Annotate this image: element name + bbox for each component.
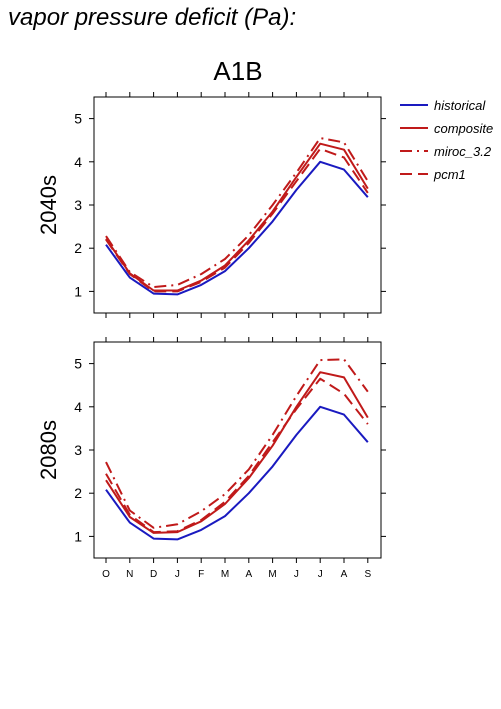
legend-item-historical: historical: [400, 98, 486, 113]
y-tick-label: 1: [74, 283, 82, 299]
x-tick-label: D: [150, 569, 157, 580]
x-tick-label: J: [175, 569, 180, 580]
y-tick-label: 1: [74, 528, 82, 544]
x-tick-label: A: [341, 569, 348, 580]
series-line-pcm1: [105, 377, 369, 534]
x-tick-label: M: [268, 569, 276, 580]
x-tick-label: N: [126, 569, 133, 580]
plot-frame: [93, 341, 382, 559]
y-tick-label: 4: [74, 399, 82, 415]
chart-panel-2080s: 1 2 3 4 5 O N D J F M A M J J A S 2080s: [36, 337, 386, 580]
legend-item-composite: composite: [400, 121, 493, 136]
y-tick-label: 3: [74, 197, 82, 213]
series-line-composite: [105, 142, 369, 292]
legend-label: historical: [434, 98, 486, 113]
y-tick-label: 5: [74, 111, 82, 127]
legend: historical composite miroc_3.2 pcm1: [400, 98, 493, 182]
x-tick-label: F: [198, 569, 204, 580]
scenario-title: A1B: [213, 56, 262, 86]
x-tick-label: S: [364, 569, 371, 580]
series-line-miroc_3.2: [105, 137, 369, 289]
x-tick-label: O: [102, 569, 110, 580]
chart-panel-2040s: 1 2 3 4 5 2040s: [36, 92, 386, 318]
x-tick-label: A: [245, 569, 252, 580]
series-line-historical: [105, 405, 369, 541]
panel-label: 2040s: [36, 175, 61, 235]
y-tick-label: 3: [74, 442, 82, 458]
x-tick-label: M: [221, 569, 229, 580]
y-tick-label: 4: [74, 154, 82, 170]
y-tick-label: 2: [74, 485, 82, 501]
y-tick-label: 2: [74, 240, 82, 256]
legend-item-pcm1: pcm1: [400, 167, 466, 182]
plot-frame: [93, 96, 382, 314]
series-line-historical: [105, 160, 369, 296]
page-title: vapor pressure deficit (Pa):: [8, 4, 297, 31]
y-tick-label: 5: [74, 356, 82, 372]
series-line-composite: [105, 371, 369, 534]
legend-label: pcm1: [433, 167, 466, 182]
series-line-miroc_3.2: [105, 358, 369, 529]
legend-label: composite: [434, 121, 493, 136]
x-tick-label: J: [318, 569, 323, 580]
legend-item-miroc_3.2: miroc_3.2: [400, 144, 492, 159]
series-line-pcm1: [105, 147, 369, 293]
panel-label: 2080s: [36, 420, 61, 480]
x-tick-label: J: [294, 569, 299, 580]
legend-label: miroc_3.2: [434, 144, 492, 159]
